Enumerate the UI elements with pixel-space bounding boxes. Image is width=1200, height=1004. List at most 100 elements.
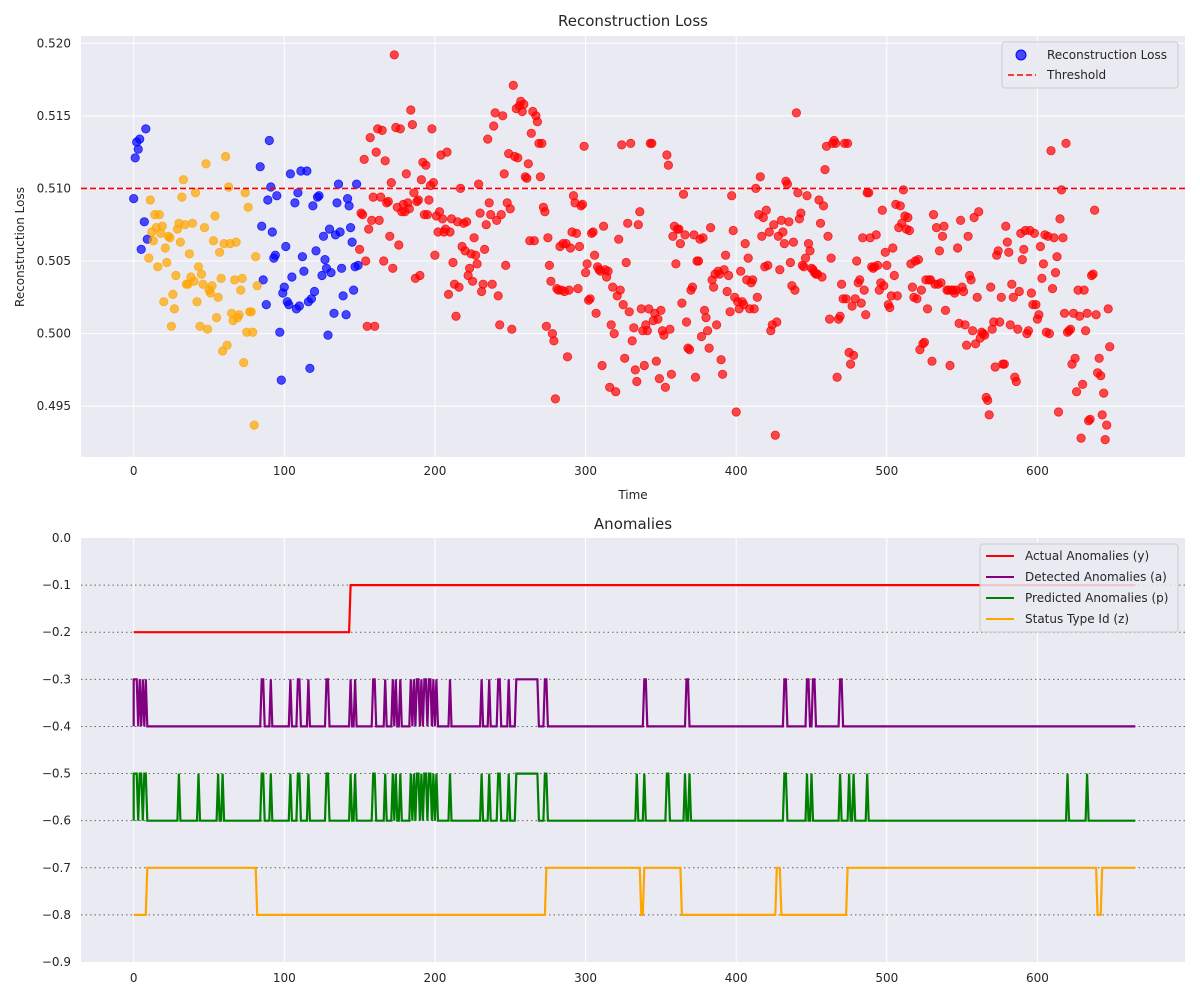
y-tick-label: −0.2 — [42, 625, 71, 639]
scatter-point — [983, 395, 993, 405]
scatter-point — [693, 256, 704, 266]
scatter-point — [1026, 288, 1037, 298]
scatter-point — [489, 121, 499, 131]
x-tick-label: 600 — [1026, 971, 1049, 985]
scatter-point — [990, 362, 1000, 372]
scatter-point — [141, 124, 151, 134]
scatter-point — [845, 359, 856, 369]
scatter-point — [189, 276, 199, 286]
scatter-point — [633, 220, 643, 230]
scatter-point — [665, 324, 675, 334]
scatter-point — [1038, 259, 1049, 269]
scatter-point — [630, 365, 640, 375]
scatter-points — [129, 50, 1115, 445]
y-tick-label: 0.505 — [37, 254, 71, 268]
scatter-point — [1050, 267, 1061, 278]
scatter-point — [198, 279, 208, 289]
scatter-point — [526, 128, 536, 138]
scatter-point — [484, 198, 494, 208]
scatter-point — [980, 330, 990, 340]
scatter-point — [261, 299, 271, 310]
scatter-point — [275, 327, 285, 337]
scatter-point — [961, 340, 972, 350]
scatter-point — [647, 138, 657, 148]
legend-label-threshold: Threshold — [1046, 68, 1106, 82]
scatter-point — [1047, 283, 1058, 294]
scatter-point — [380, 156, 390, 166]
scatter-point — [1085, 414, 1095, 424]
scatter-point — [565, 243, 576, 253]
scatter-point — [663, 160, 674, 170]
scatter-point — [299, 266, 309, 276]
scatter-point — [338, 291, 348, 301]
scatter-point — [1072, 387, 1082, 397]
x-tick-label: 400 — [725, 971, 748, 985]
scatter-point — [1004, 247, 1014, 257]
scatter-point — [1081, 326, 1091, 336]
scatter-point — [817, 272, 827, 282]
scatter-point — [582, 259, 592, 269]
legend-box — [979, 543, 1179, 633]
scatter-point — [635, 207, 645, 217]
scatter-point — [1023, 326, 1034, 336]
scatter-point — [793, 188, 803, 198]
scatter-point — [252, 281, 262, 291]
scatter-point — [341, 310, 351, 320]
scatter-point — [324, 224, 335, 234]
scatter-point — [430, 250, 440, 260]
scatter-point — [1078, 379, 1088, 389]
scatter-point — [955, 215, 966, 225]
scatter-point — [159, 297, 169, 307]
scatter-point — [486, 210, 496, 220]
scatter-point — [895, 201, 905, 211]
scatter-point — [564, 285, 574, 295]
scatter-point — [1079, 285, 1089, 295]
scatter-point — [696, 331, 707, 342]
x-tick-labels: 0 100 200 300 400 500 600 — [130, 464, 1049, 478]
series-line — [132, 678, 1136, 728]
scatter-point — [359, 154, 369, 164]
scatter-point — [763, 260, 773, 270]
scatter-point — [281, 241, 291, 252]
scatter-point — [168, 289, 178, 299]
scatter-point — [345, 223, 356, 233]
scatter-point — [297, 252, 307, 262]
scatter-point — [919, 337, 930, 347]
scatter-point — [800, 253, 811, 263]
scatter-point — [873, 260, 883, 270]
scatter-point — [960, 320, 970, 330]
scatter-point — [996, 292, 1006, 302]
scatter-point — [1090, 205, 1100, 215]
scatter-point — [263, 195, 273, 205]
scatter-point — [445, 227, 455, 237]
scatter-point — [234, 310, 244, 320]
scatter-point — [629, 323, 639, 333]
scatter-point — [1049, 233, 1059, 243]
scatter-point — [620, 353, 630, 363]
scatter-point — [1055, 214, 1065, 224]
scatter-point — [796, 208, 806, 218]
scatter-point — [196, 269, 207, 279]
scatter-point — [882, 260, 892, 270]
scatter-point — [702, 326, 713, 336]
scatter-point — [879, 281, 889, 291]
scatter-point — [543, 233, 553, 243]
legend-label-predicted: Predicted Anomalies (p) — [1025, 591, 1168, 605]
x-tick-label: 600 — [1026, 464, 1049, 478]
scatter-point — [276, 375, 286, 385]
scatter-point — [483, 134, 493, 144]
scatter-point — [240, 188, 250, 198]
scatter-point — [659, 330, 669, 340]
scatter-point — [855, 275, 865, 285]
scatter-point — [761, 205, 771, 215]
scatter-point — [540, 207, 550, 217]
scatter-point — [501, 260, 511, 270]
scatter-point — [820, 165, 830, 175]
chart-title: Reconstruction Loss — [558, 12, 708, 30]
scatter-point — [287, 272, 297, 282]
scatter-point — [623, 218, 633, 228]
scatter-point — [513, 153, 523, 163]
scatter-point — [888, 243, 898, 253]
scatter-point — [1058, 233, 1068, 243]
x-tick-label: 300 — [574, 464, 597, 478]
